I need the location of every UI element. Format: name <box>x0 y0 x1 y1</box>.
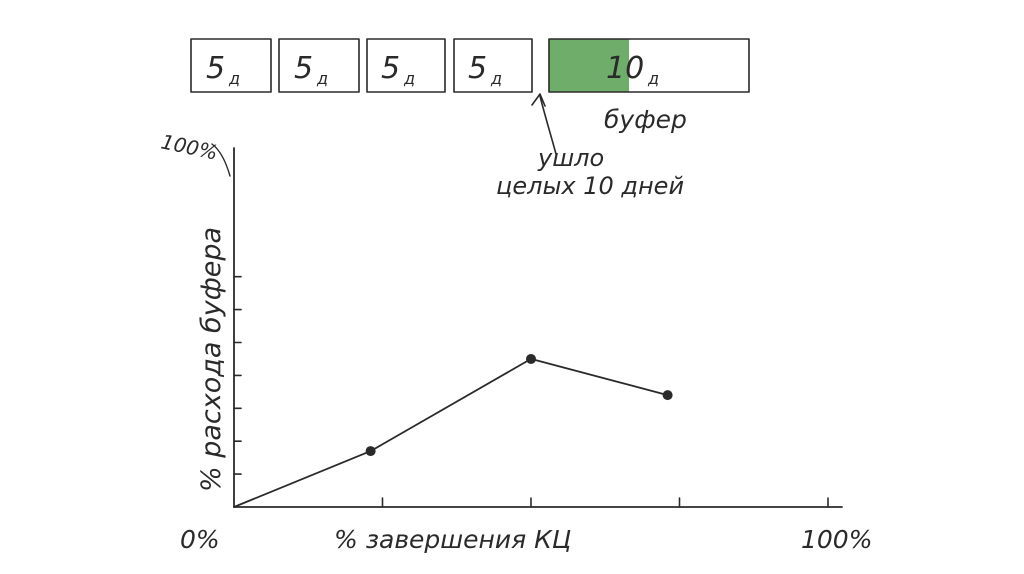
x-axis-label: % завершения КЦ <box>334 525 571 554</box>
task-block-4-unit: д <box>490 69 502 88</box>
data-point <box>365 446 376 457</box>
task-block-1: 5 д <box>190 38 272 93</box>
task-block-3: 5 д <box>366 38 446 93</box>
task-block-2-unit: д <box>316 69 328 88</box>
buffer-label: буфер <box>604 105 687 134</box>
y-end-label: 100% <box>159 129 220 164</box>
series-points <box>365 353 673 457</box>
task-block-2: 5 д <box>278 38 360 93</box>
y-axis-label: % расхода буфера <box>196 227 227 492</box>
origin-label: 0% <box>180 525 220 554</box>
task-block-3-unit: д <box>403 69 415 88</box>
y-axis-ticks <box>233 275 242 475</box>
task-block-1-rect <box>190 38 272 93</box>
task-block-2-num: 5 <box>294 51 313 86</box>
task-block-3-rect <box>366 38 446 93</box>
buffer-block-outline <box>548 38 750 93</box>
x-axis-ticks <box>381 497 829 508</box>
task-block-1-num: 5 <box>206 51 225 86</box>
task-block-4-rect <box>453 38 533 93</box>
task-block-3-num: 5 <box>381 51 400 86</box>
data-point <box>526 353 536 364</box>
y-end-label-pointer <box>211 143 231 177</box>
series-line <box>233 358 669 508</box>
buffer-consumed-fill <box>549 39 629 92</box>
x-end-label: 100% <box>801 525 872 554</box>
data-point <box>662 390 673 401</box>
buffer-block: 10 д <box>548 38 750 93</box>
buffer-block-num: 10 <box>606 51 644 86</box>
task-block-4-num: 5 <box>468 51 487 86</box>
task-block-4: 5 д <box>453 38 533 93</box>
note-line-1: ушло <box>537 144 604 172</box>
task-block-1-unit: д <box>228 69 240 88</box>
buffer-block-unit: д <box>647 69 659 88</box>
note-line-2: целых 10 дней <box>496 172 684 200</box>
note-arrow-head-icon <box>531 93 546 107</box>
task-block-2-rect <box>278 38 360 93</box>
note-arrow-shaft <box>539 95 557 155</box>
